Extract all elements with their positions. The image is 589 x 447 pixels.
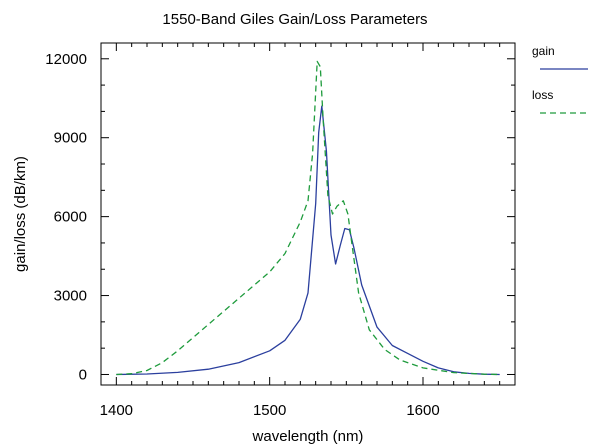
legend: gain loss [532, 44, 588, 114]
y-tick-label: 6000 [54, 209, 87, 226]
plot-frame [100, 42, 516, 386]
x-axis-label: wavelength (nm) [252, 428, 364, 445]
y-axis-label: gain/loss (dB/km) [12, 156, 29, 272]
series-lines [116, 60, 500, 376]
x-tick-label: 1500 [253, 402, 286, 419]
y-tick-label: 12000 [45, 51, 87, 68]
axis-ticks: 1400 1500 1600 0 3000 6000 9000 12000 [45, 43, 516, 419]
series-line-gain [116, 105, 500, 376]
x-tick-label: 1400 [100, 402, 133, 419]
y-tick-label: 9000 [54, 130, 87, 147]
chart-title: 1550-Band Giles Gain/Loss Parameters [162, 11, 427, 28]
legend-label-loss: loss [532, 88, 553, 102]
y-tick-label: 0 [79, 366, 87, 383]
y-tick-label: 3000 [54, 288, 87, 305]
series-line-loss [116, 60, 500, 376]
legend-label-gain: gain [532, 44, 555, 58]
x-tick-label: 1600 [406, 402, 439, 419]
